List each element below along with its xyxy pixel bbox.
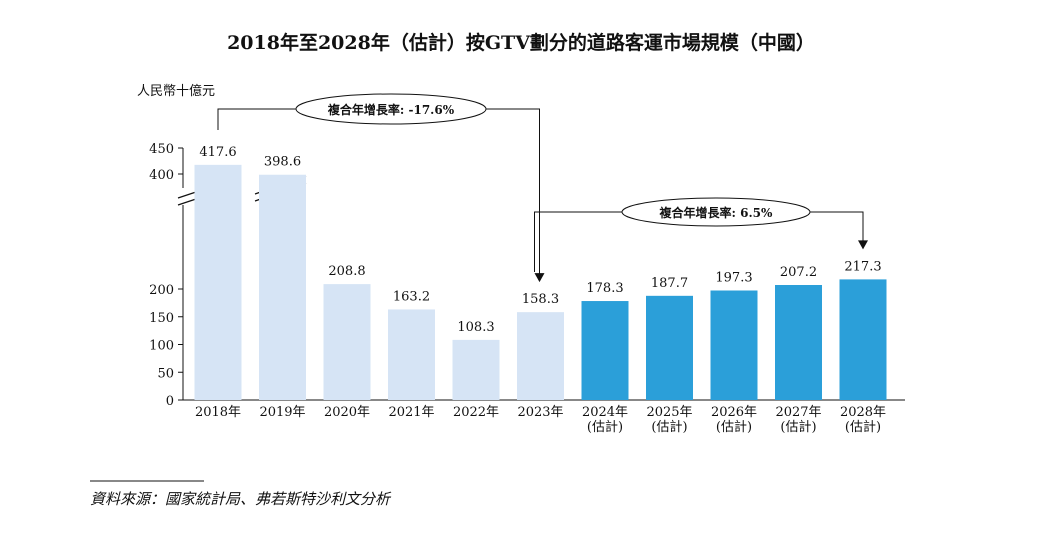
bar [517,312,564,400]
cagr-oval [295,93,487,125]
bar-value-label: 108.3 [457,320,494,335]
x-tick-label: 2028年 [840,405,886,420]
bar-value-label: 178.3 [586,281,623,296]
cagr-label: 複合年增長率: -17.6% [327,102,455,117]
bar [581,301,629,400]
x-tick-label: (估計) [780,419,816,435]
x-tick-label: 2025年 [646,405,692,420]
bar [646,295,693,400]
bar-value-label: 158.3 [522,292,559,307]
bar-value-label: 163.2 [393,289,430,304]
arrow-head-icon [858,240,868,250]
cagr-annotation: 複合年增長率: -17.6% [217,93,545,283]
x-tick-label: 2020年 [324,405,370,420]
bar-value-label: 208.8 [328,264,365,279]
bars: 417.6 2018年 398.6 2019年 208.8 2020年 163.2 2021年… [194,145,887,435]
x-tick-label: 2021年 [388,405,434,420]
x-tick-label: (估計) [845,419,881,435]
cagr-label: 複合年增長率: 6.5% [659,205,773,220]
bar-value-label: 417.6 [199,145,236,160]
bar-value-label: 217.3 [844,259,881,274]
bar [839,279,887,400]
cagr-annotations: 複合年增長率: -17.6% 複合年增長率: 6.5% [217,93,868,283]
arrow-head-icon [534,273,545,283]
y-tick-label: 150 [149,311,174,326]
cagr-oval [621,197,811,227]
x-tick-label: (估計) [716,419,752,435]
x-tick-label: (估計) [587,419,623,435]
bar-value-label: 207.2 [780,265,817,280]
x-tick-label: 2027年 [775,405,821,420]
bar-value-label: 398.6 [264,155,301,170]
x-tick-label: 2022年 [453,405,499,420]
x-tick-label: 2023年 [517,405,563,420]
bar [323,284,371,400]
y-tick-label: 200 [149,283,174,298]
bar [194,164,242,400]
bar-value-label: 197.3 [715,270,752,285]
chart-title: 2018年至2028年（估計）按GTV劃分的道路客運市場規模（中國） [227,31,815,54]
bar [710,290,758,400]
x-tick-label: 2018年 [195,405,241,420]
y-tick-label: 50 [157,366,174,381]
y-tick-label: 100 [149,339,174,354]
y-tick-label: 0 [166,394,174,409]
x-tick-label: 2026年 [711,405,757,420]
y-tick-label: 450 [149,142,174,157]
bar [259,174,306,400]
y-axis-unit-label: 人民幣十億元 [137,83,215,99]
bar [775,285,822,400]
bar [452,339,500,400]
bar-value-label: 187.7 [651,276,688,291]
cagr-annotation: 複合年增長率: 6.5% [534,197,868,272]
x-tick-label: (估計) [651,419,687,435]
bar [388,309,435,400]
source-note: 資料來源：國家統計局、弗若斯特沙利文分析 [90,490,392,508]
y-tick-label: 400 [149,168,174,183]
x-tick-label: 2019年 [259,405,305,420]
x-tick-label: 2024年 [582,405,628,420]
